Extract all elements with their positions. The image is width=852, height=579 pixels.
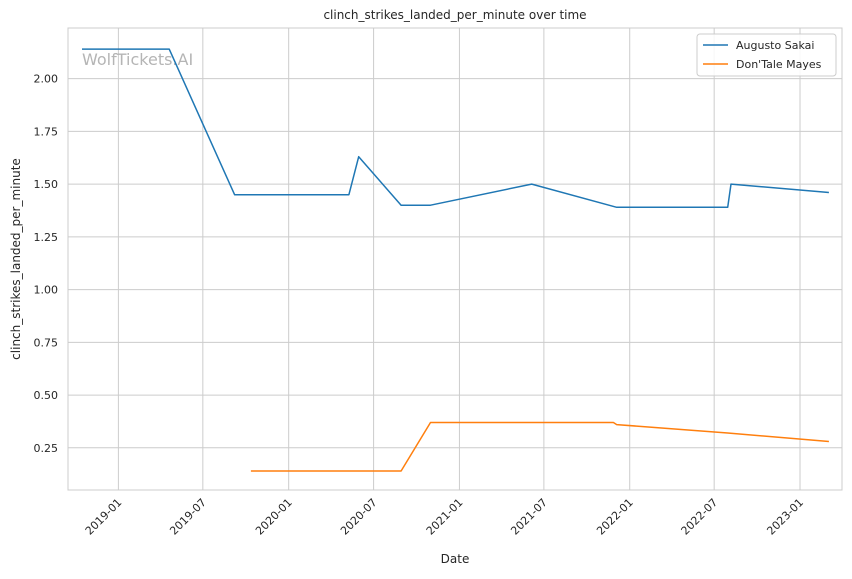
y-tick-label: 0.50 <box>34 389 59 402</box>
series-line-1 <box>250 421 829 472</box>
y-tick-label: 2.00 <box>34 73 59 86</box>
y-tick-label: 1.75 <box>34 125 59 138</box>
grid-lines <box>68 28 842 490</box>
watermark: WolfTickets.AI <box>82 50 193 69</box>
legend: Augusto Sakai Don'Tale Mayes <box>696 33 837 77</box>
y-tick-label: 0.25 <box>34 442 59 455</box>
chart-title: clinch_strikes_landed_per_minute over ti… <box>323 8 586 22</box>
series-line-0 <box>82 48 829 209</box>
legend-label: Augusto Sakai <box>736 39 814 52</box>
y-tick-label: 1.00 <box>34 284 59 297</box>
y-tick-label: 1.50 <box>34 178 59 191</box>
legend-label: Don'Tale Mayes <box>736 58 822 71</box>
legend-box <box>696 33 837 77</box>
x-axis-label: Date <box>441 552 470 566</box>
y-tick-labels: 0.25 0.50 0.75 1.00 1.25 1.50 1.75 2.00 <box>34 73 59 455</box>
y-tick-label: 0.75 <box>34 336 59 349</box>
plot-area <box>67 27 843 491</box>
y-axis-label: clinch_strikes_landed_per_minute <box>9 158 23 360</box>
y-tick-label: 1.25 <box>34 231 59 244</box>
series-layer <box>82 48 829 472</box>
